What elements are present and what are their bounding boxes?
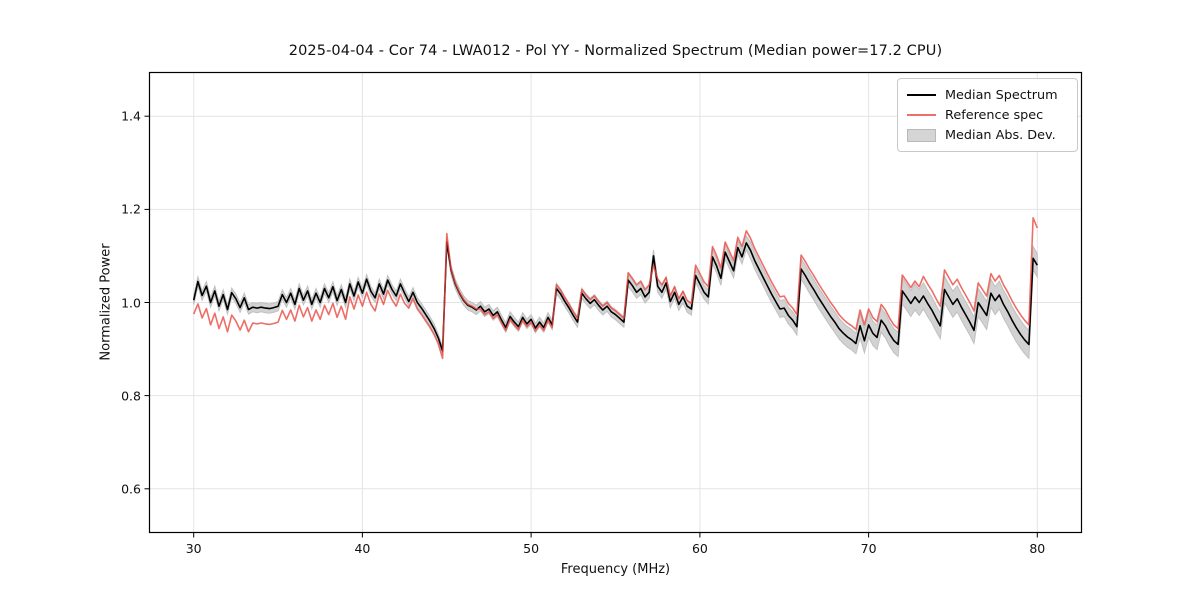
reference-line-swatch-icon <box>907 113 936 117</box>
y-tick-label: 0.8 <box>121 388 141 404</box>
x-tick-label: 60 <box>691 541 708 556</box>
legend-entry-median-spectrum: Median Spectrum <box>898 85 1077 105</box>
y-tick-label: 1.2 <box>121 201 141 217</box>
mad-patch-swatch-icon <box>907 128 936 142</box>
legend-entry-reference-spec: Reference spec <box>898 105 1077 125</box>
x-tick-label: 70 <box>860 541 877 556</box>
legend: Median Spectrum Reference spec Median Ab… <box>897 78 1078 152</box>
x-tick-label: 40 <box>354 541 371 556</box>
legend-entry-median-abs-dev: Median Abs. Dev. <box>898 125 1077 145</box>
plot-border <box>148 71 1083 534</box>
y-tick-label: 0.6 <box>121 481 141 497</box>
legend-label: Reference spec <box>945 107 1044 123</box>
legend-label: Median Abs. Dev. <box>945 127 1056 143</box>
y-tick-label: 1.0 <box>121 295 141 310</box>
x-tick-label: 50 <box>523 541 540 556</box>
reference-spec-line <box>192 217 1039 360</box>
x-tick-label: 80 <box>1029 541 1046 556</box>
chart-title: 2025-04-04 - Cor 74 - LWA012 - Pol YY - … <box>288 43 943 59</box>
x-axis-label: Frequency (MHz) <box>560 562 671 577</box>
legend-label: Median Spectrum <box>945 87 1058 103</box>
median-spectrum-line <box>192 241 1038 352</box>
x-tick-label: 30 <box>185 541 202 556</box>
y-tick-label: 1.4 <box>121 108 141 124</box>
median-line-swatch-icon <box>907 93 936 97</box>
mad-band <box>193 234 1038 360</box>
